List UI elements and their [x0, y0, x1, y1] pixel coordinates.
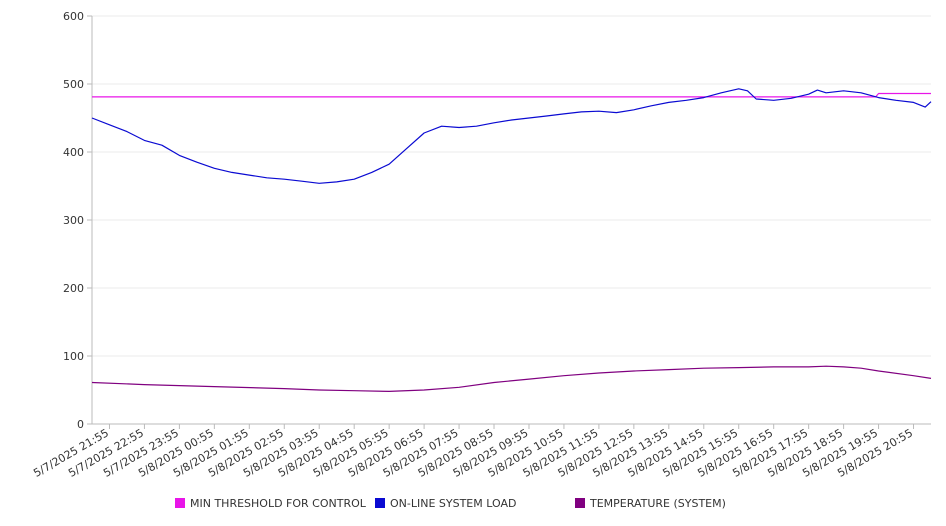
y-tick-label-5: 500 — [63, 78, 84, 91]
grid-lines — [92, 15, 931, 357]
y-axis: 0 100 200 300 400 500 600 — [63, 10, 93, 431]
legend-label: TEMPERATURE (SYSTEM) — [590, 497, 726, 510]
y-tick-label-3: 300 — [63, 214, 84, 227]
legend-item-system-load: ON-LINE SYSTEM LOAD — [375, 497, 516, 510]
y-tick-label-1: 100 — [63, 350, 84, 363]
legend-label: MIN THRESHOLD FOR CONTROL — [190, 497, 366, 510]
series-line-temperature-system — [91, 365, 932, 392]
series-lines — [91, 88, 932, 392]
legend-label: ON-LINE SYSTEM LOAD — [390, 497, 517, 510]
legend-swatch-system-load — [375, 498, 385, 508]
legend: MIN THRESHOLD FOR CONTROL ON-LINE SYSTEM… — [0, 497, 946, 517]
y-tick-label-2: 200 — [63, 282, 84, 295]
x-axis: 5/7/2025 21:555/7/2025 22:555/7/2025 23:… — [31, 423, 931, 480]
legend-item-min-threshold: MIN THRESHOLD FOR CONTROL — [175, 497, 366, 510]
series-line-on-line-system-load — [91, 88, 932, 184]
y-tick-label-0: 0 — [77, 418, 84, 431]
y-tick-label-6: 600 — [63, 10, 84, 23]
legend-item-temperature: TEMPERATURE (SYSTEM) — [575, 497, 726, 510]
y-tick-label-4: 400 — [63, 146, 84, 159]
legend-swatch-temperature — [575, 498, 585, 508]
legend-swatch-min-threshold — [175, 498, 185, 508]
series-line-min-threshold-for-control — [92, 92, 931, 98]
